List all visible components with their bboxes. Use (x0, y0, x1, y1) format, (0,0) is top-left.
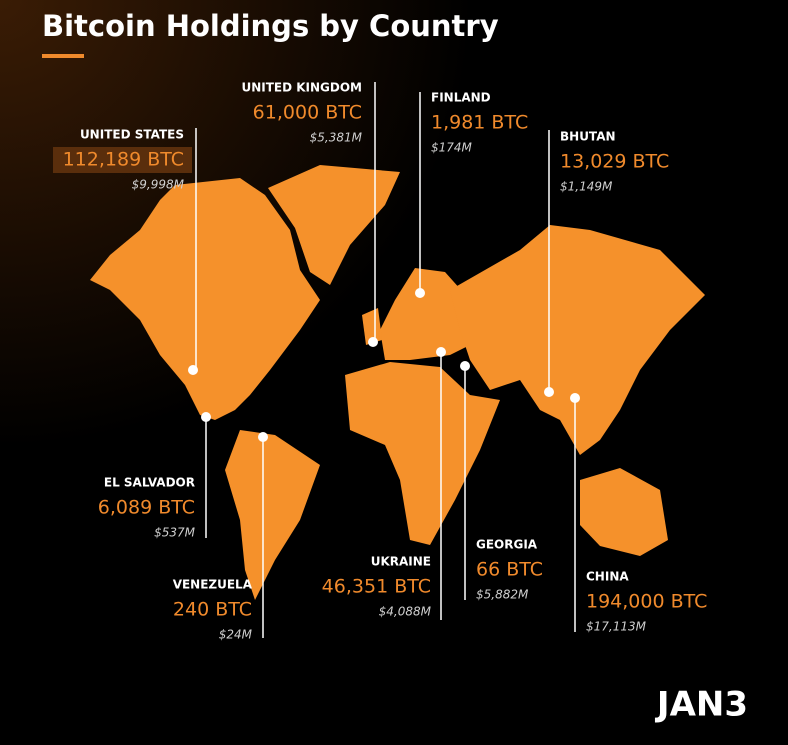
usd-value: $4,088M (379, 605, 432, 619)
location-dot (201, 412, 211, 422)
country-name: GEORGIA (476, 538, 538, 552)
logo: JAN3 (655, 685, 748, 725)
location-dot (436, 347, 446, 357)
btc-amount: 66 BTC (476, 559, 543, 581)
country-name: EL SALVADOR (104, 476, 195, 490)
usd-value: $9,998M (132, 178, 185, 192)
btc-amount: 13,029 BTC (560, 151, 669, 173)
btc-amount: 61,000 BTC (253, 102, 362, 124)
country-name: CHINA (586, 570, 629, 584)
highlight (53, 147, 192, 173)
btc-amount: 6,089 BTC (98, 497, 195, 519)
country-name: UNITED STATES (80, 128, 184, 142)
usd-value: $537M (154, 526, 196, 540)
country-name: VENEZUELA (173, 578, 253, 592)
usd-value: $174M (431, 141, 473, 155)
location-dot (460, 361, 470, 371)
location-dot (368, 337, 378, 347)
usd-value: $5,882M (476, 588, 529, 602)
country-name: UKRAINE (371, 555, 431, 569)
btc-amount: 112,189 BTC (63, 149, 184, 171)
btc-amount: 240 BTC (173, 599, 252, 621)
usd-value: $24M (219, 628, 253, 642)
title: Bitcoin Holdings by Country (42, 9, 499, 43)
location-dot (570, 393, 580, 403)
usd-value: $17,113M (586, 620, 647, 634)
north-america (90, 178, 320, 420)
south-america (225, 430, 320, 600)
asia (450, 225, 705, 455)
world-map (90, 165, 705, 600)
usd-value: $1,149M (560, 180, 613, 194)
country-name: FINLAND (431, 91, 491, 105)
location-dot (544, 387, 554, 397)
usd-value: $5,381M (310, 131, 363, 145)
btc-amount: 46,351 BTC (322, 576, 431, 598)
btc-amount: 194,000 BTC (586, 591, 707, 613)
greenland (268, 165, 400, 285)
australia (580, 468, 668, 556)
location-dot (258, 432, 268, 442)
title-underline (42, 54, 84, 58)
location-dot (188, 365, 198, 375)
btc-amount: 1,981 BTC (431, 112, 528, 134)
country-name: BHUTAN (560, 130, 616, 144)
location-dot (415, 288, 425, 298)
africa (345, 362, 500, 545)
country-name: UNITED KINGDOM (241, 81, 362, 95)
british-isles (362, 308, 382, 345)
